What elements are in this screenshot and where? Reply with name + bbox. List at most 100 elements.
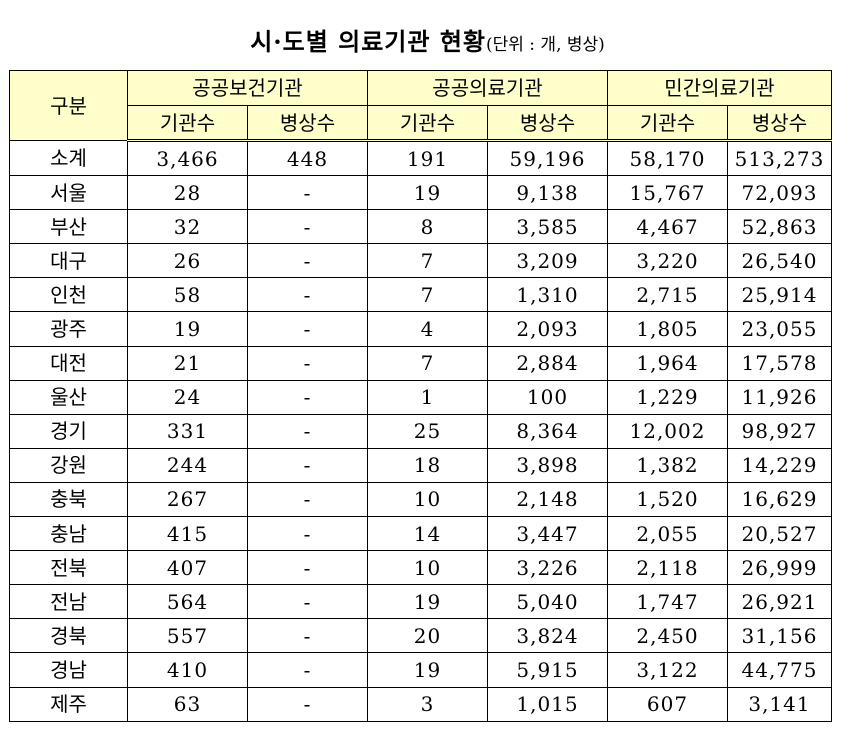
table-row: 인천 58-7 1,310 2,715 25,914 <box>9 277 832 313</box>
value-cell: 513,273 <box>727 139 832 177</box>
value-cell: 14,229 <box>727 447 832 483</box>
value-cell: 1,747 <box>607 584 728 620</box>
table-row: 부산 32-8 3,585 4,467 52,863 <box>9 209 832 245</box>
value-cell: 20 <box>367 618 488 654</box>
value-cell: 19 <box>367 175 488 211</box>
value-cell: 3,122 <box>607 652 728 688</box>
table-row: 경북 557-20 3,824 2,450 31,156 <box>9 618 832 654</box>
value-cell: - <box>247 379 368 415</box>
value-cell: - <box>247 243 368 279</box>
region-cell: 경기 <box>9 413 128 449</box>
region-cell: 제주 <box>9 686 128 722</box>
unit-label: (단위 : 개, 병상) <box>485 35 605 55</box>
table-row: 대구 26-7 3,209 3,220 26,540 <box>9 243 832 279</box>
table-row: 경기 331-25 8,364 12,002 98,927 <box>9 413 832 449</box>
value-cell: 18 <box>367 447 488 483</box>
value-cell: 8,364 <box>487 413 608 449</box>
value-cell: 58 <box>127 277 248 313</box>
value-cell: 1,229 <box>607 379 728 415</box>
value-cell: 26,999 <box>727 550 832 586</box>
value-cell: 16,629 <box>727 481 832 518</box>
table-row: 전남 564-19 5,040 1,747 26,921 <box>9 584 832 620</box>
table-row: 충북 267-10 2,148 1,520 16,629 <box>9 481 832 518</box>
value-cell: - <box>247 345 368 381</box>
value-cell: 21 <box>127 345 248 381</box>
value-cell: 24 <box>127 379 248 415</box>
value-cell: 331 <box>127 413 248 449</box>
value-cell: 407 <box>127 550 248 586</box>
table-row: 경남 410-19 5,915 3,122 44,775 <box>9 652 832 688</box>
value-cell: 607 <box>607 686 728 722</box>
value-cell: 11,926 <box>727 379 832 415</box>
table-row: 충남 415-14 3,447 2,055 20,527 <box>9 516 832 552</box>
header-sub-cell: 기관수 <box>607 105 728 142</box>
value-cell: 31,156 <box>727 618 832 654</box>
value-cell: 15,767 <box>607 175 728 211</box>
region-cell: 전남 <box>9 584 128 620</box>
table-row: 서울 28-19 9,138 15,767 72,093 <box>9 175 832 211</box>
header-group-public-medical: 공공의료기관 <box>367 70 608 106</box>
value-cell: 1,520 <box>607 481 728 518</box>
subtotal-row: 소계 3,466 448 191 59,196 58,170 513,273 <box>9 139 832 177</box>
value-cell: 3,585 <box>487 209 608 245</box>
value-cell: 7 <box>367 243 488 279</box>
header-region: 구분 <box>9 70 128 141</box>
value-cell: 44,775 <box>727 652 832 688</box>
value-cell: 3 <box>367 686 488 722</box>
value-cell: 2,055 <box>607 516 728 552</box>
value-cell: 58,170 <box>607 139 728 177</box>
value-cell: 9,138 <box>487 175 608 211</box>
value-cell: 191 <box>367 139 488 177</box>
table-row: 강원 244-18 3,898 1,382 14,229 <box>9 447 832 483</box>
region-cell: 부산 <box>9 209 128 245</box>
value-cell: 267 <box>127 481 248 518</box>
value-cell: - <box>247 686 368 722</box>
value-cell: - <box>247 447 368 483</box>
value-cell: 23,055 <box>727 311 832 347</box>
value-cell: 7 <box>367 277 488 313</box>
value-cell: 25 <box>367 413 488 449</box>
value-cell: 63 <box>127 686 248 722</box>
region-cell: 전북 <box>9 550 128 586</box>
hospital-table: 구분 공공보건기관 공공의료기관 민간의료기관 기관수 병상수 기관수 병상수 … <box>9 70 832 722</box>
value-cell: 8 <box>367 209 488 245</box>
table-row: 광주 19-4 2,093 1,805 23,055 <box>9 311 832 347</box>
header-sub-cell: 기관수 <box>367 105 488 142</box>
value-cell: 28 <box>127 175 248 211</box>
value-cell: 12,002 <box>607 413 728 449</box>
header-row-sub: 기관수 병상수 기관수 병상수 기관수 병상수 <box>10 105 832 142</box>
value-cell: - <box>247 413 368 449</box>
region-cell: 대전 <box>9 345 128 381</box>
value-cell: 26,540 <box>727 243 832 279</box>
value-cell: 3,898 <box>487 447 608 483</box>
region-cell: 소계 <box>9 139 128 177</box>
value-cell: 3,226 <box>487 550 608 586</box>
value-cell: - <box>247 481 368 518</box>
page-title: 시·도별 의료기관 현황 <box>250 27 486 56</box>
value-cell: 2,093 <box>487 311 608 347</box>
value-cell: 4 <box>367 311 488 347</box>
value-cell: 244 <box>127 447 248 483</box>
region-cell: 경북 <box>9 618 128 654</box>
value-cell: - <box>247 209 368 245</box>
region-cell: 충남 <box>9 516 128 552</box>
header-group-public-health: 공공보건기관 <box>127 70 368 106</box>
value-cell: 26,921 <box>727 584 832 620</box>
value-cell: 59,196 <box>487 139 608 177</box>
value-cell: 72,093 <box>727 175 832 211</box>
value-cell: - <box>247 516 368 552</box>
value-cell: 10 <box>367 481 488 518</box>
value-cell: 14 <box>367 516 488 552</box>
value-cell: 2,148 <box>487 481 608 518</box>
value-cell: 4,467 <box>607 209 728 245</box>
header-sub-cell: 기관수 <box>127 105 248 142</box>
region-cell: 울산 <box>9 379 128 415</box>
value-cell: 1 <box>367 379 488 415</box>
value-cell: 100 <box>487 379 608 415</box>
value-cell: 7 <box>367 345 488 381</box>
table-row: 대전 21-7 2,884 1,964 17,578 <box>9 345 832 381</box>
value-cell: 3,141 <box>727 686 832 722</box>
value-cell: 1,805 <box>607 311 728 347</box>
value-cell: 5,040 <box>487 584 608 620</box>
value-cell: 19 <box>367 584 488 620</box>
